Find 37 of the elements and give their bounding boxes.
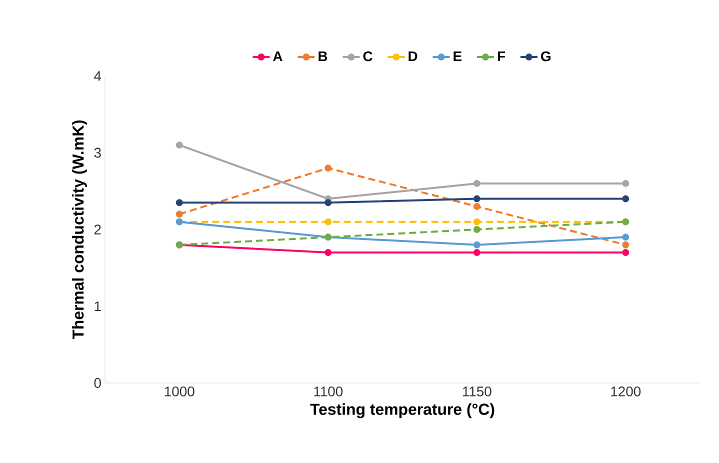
x-tick-label: 1000 [164, 386, 194, 396]
point [473, 218, 480, 226]
point [324, 199, 332, 206]
y-axis-title: Thermal conductivity (W.mK) [72, 120, 87, 340]
legend-label: E [454, 51, 462, 62]
legend-label: C [363, 51, 372, 62]
y-tick-label: 0 [94, 378, 101, 388]
point [176, 199, 183, 206]
point [473, 202, 480, 210]
point [622, 180, 630, 187]
y-tick-label: 3 [94, 148, 101, 158]
point [473, 180, 480, 187]
point [622, 241, 630, 248]
legend-label: F [498, 51, 506, 62]
x-tick-label: 1100 [314, 386, 343, 396]
y-tick-label: 4 [94, 71, 102, 81]
point [473, 226, 480, 233]
legend-label: D [408, 51, 418, 62]
point [324, 249, 332, 256]
point [622, 249, 630, 256]
x-tick-label: 1200 [611, 386, 641, 396]
legend-label: G [541, 51, 550, 62]
x-tick-label: 1150 [462, 386, 492, 396]
point [324, 218, 332, 226]
legend-label: A [273, 51, 282, 62]
legend-label: B [318, 51, 328, 62]
point [473, 249, 480, 256]
point [324, 164, 332, 172]
point [473, 195, 480, 202]
y-tick-label: 2 [94, 224, 101, 234]
point [473, 241, 480, 248]
point [176, 142, 183, 149]
y-tick-label: 1 [94, 301, 101, 312]
point [622, 234, 630, 241]
x-axis-title: Testing temperature (°C) [310, 403, 494, 418]
point [176, 210, 183, 218]
point [622, 195, 630, 202]
